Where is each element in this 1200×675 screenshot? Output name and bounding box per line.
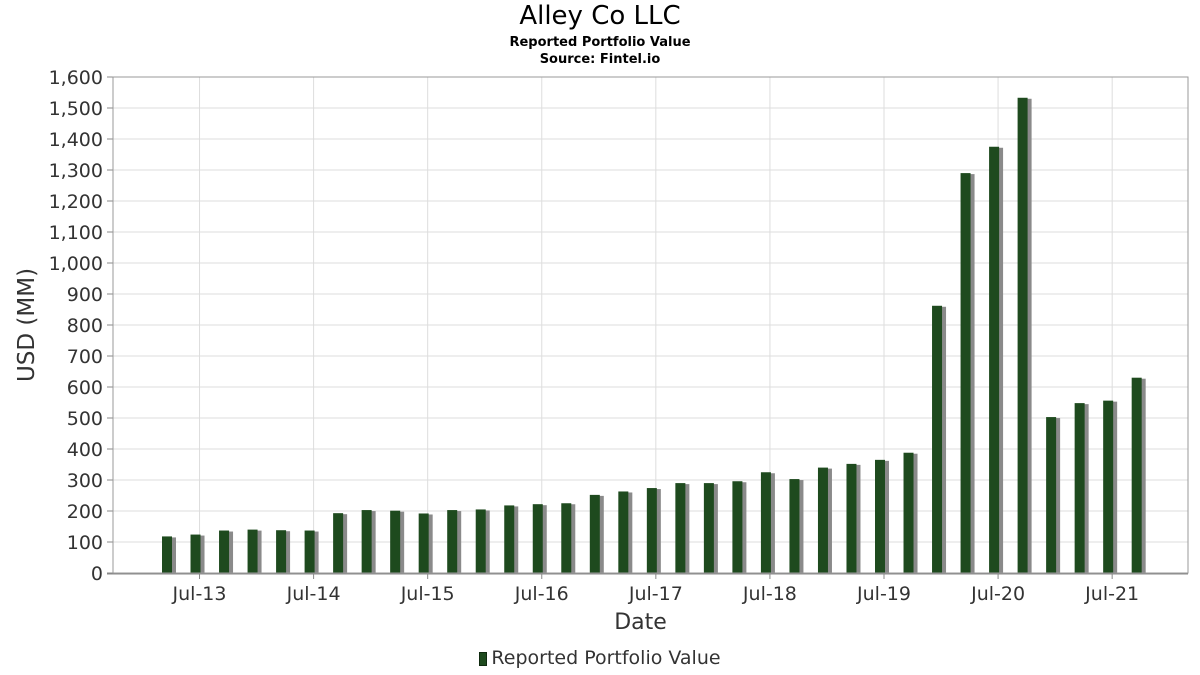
bar [247,529,258,573]
bar [618,491,629,573]
plot-border [112,76,1189,574]
chart-title: Alley Co LLC [519,1,681,31]
bar [846,463,857,573]
y-tick-label: 0 [91,563,103,585]
x-tick-label: Jul-19 [856,583,911,605]
y-tick-label: 1,600 [49,67,103,89]
x-tick-label: Jul-17 [628,583,683,605]
y-tick-label: 1,400 [49,129,103,151]
bar [219,530,230,573]
bar [532,504,543,573]
x-axis-label: Date [614,610,667,635]
bar [475,509,486,573]
bar [276,530,287,573]
bar [817,467,828,573]
y-tick-label: 400 [67,439,103,461]
y-tick-label: 700 [67,346,103,368]
bar [989,146,1000,573]
y-tick-label: 1,100 [49,222,103,244]
bar [760,472,771,573]
bar [333,513,344,573]
bar [1131,377,1142,573]
bar [361,510,372,573]
bar [418,513,429,573]
y-tick-label: 1,300 [49,160,103,182]
x-tick-label: Jul-21 [1084,583,1139,605]
x-tick-label: Jul-13 [172,583,227,605]
legend-swatch [479,651,488,666]
bar [675,483,686,573]
y-tick-label: 1,000 [49,253,103,275]
bar [932,305,943,573]
bar [589,494,600,573]
x-tick-label: Jul-20 [970,583,1025,605]
y-tick-label: 500 [67,408,103,430]
bar [1017,97,1028,574]
bar [703,483,714,573]
bar [390,510,401,573]
bar [162,536,172,573]
bar [504,505,515,573]
bar [304,530,315,573]
chart-legend: Reported Portfolio Value [0,647,1200,669]
bar [1046,417,1057,573]
y-tick-label: 100 [67,532,103,554]
y-tick-label: 200 [67,501,103,523]
bar [903,452,914,573]
y-tick-label: 300 [67,470,103,492]
chart-subtitle: Reported Portfolio Value [509,35,691,50]
bar [960,173,971,573]
x-tick-label: Jul-15 [400,583,455,605]
bar [561,503,572,573]
x-tick-label: Jul-18 [742,583,797,605]
bar [732,481,743,573]
chart-source: Source: Fintel.io [539,52,661,67]
bar [875,459,885,573]
y-tick-label: 1,500 [49,98,103,120]
x-tick-label: Jul-14 [286,583,341,605]
y-tick-label: 600 [67,377,103,399]
bar [789,479,800,573]
x-tick-label: Jul-16 [514,583,569,605]
bar [447,510,458,573]
y-tick-label: 900 [67,284,103,306]
bar [1103,400,1114,573]
y-tick-label: 1,200 [49,191,103,213]
bar [1074,403,1085,573]
bar [646,488,657,573]
bar [190,534,201,573]
y-axis-label: USD (MM) [14,268,40,382]
legend-label: Reported Portfolio Value [491,647,721,669]
y-tick-label: 800 [67,315,103,337]
